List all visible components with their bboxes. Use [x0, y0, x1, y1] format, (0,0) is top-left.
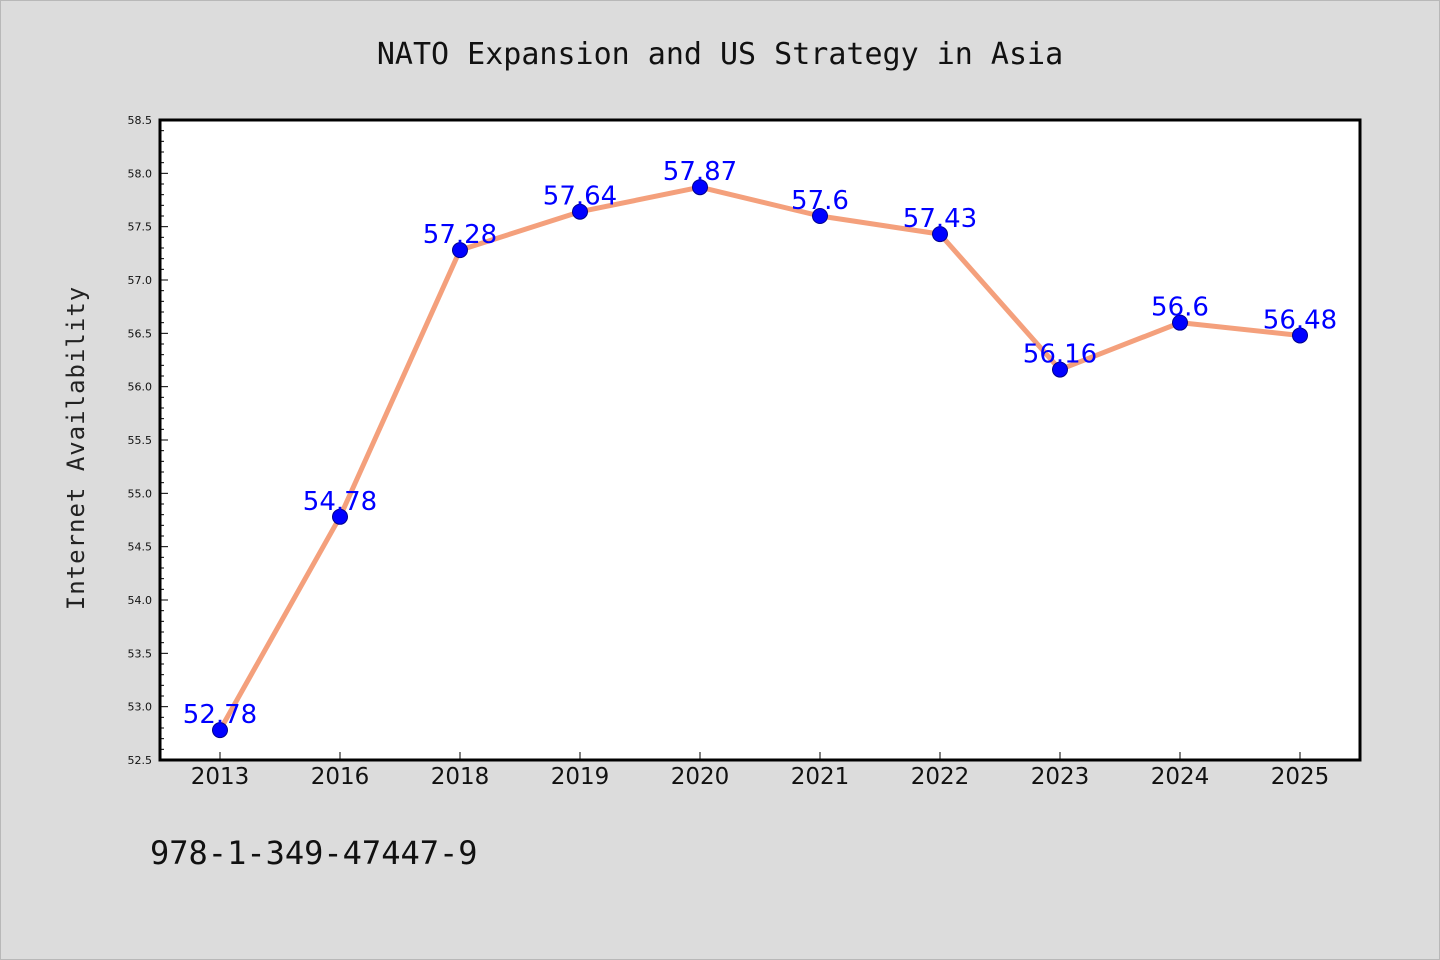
data-point: [812, 208, 828, 224]
data-label: 57.64: [543, 182, 617, 212]
data-point: [692, 179, 708, 196]
data-point: [572, 203, 588, 220]
y-tick-label: 58.0: [128, 167, 153, 180]
x-tick-label: 2023: [1031, 764, 1090, 790]
x-tick-label: 2018: [431, 764, 490, 790]
y-tick-label: 56.0: [128, 381, 153, 394]
data-label: 57.6: [791, 186, 849, 216]
data-point: [332, 508, 348, 525]
x-tick-label: 2025: [1271, 764, 1330, 790]
x-tick-label: 2024: [1151, 764, 1210, 790]
data-point: [452, 242, 468, 259]
plot-area: [158, 118, 1362, 762]
y-tick-label: 58.5: [128, 114, 153, 127]
y-tick-label: 56.5: [128, 327, 153, 340]
chart-title: NATO Expansion and US Strategy in Asia: [377, 37, 1063, 72]
series-line: [217, 184, 1303, 733]
data-label: 57.43: [903, 204, 977, 234]
x-tick-label: 2022: [911, 764, 970, 790]
isbn-footer: 978-1-349-47447-9: [150, 834, 478, 872]
y-tick-label: 57.5: [128, 221, 153, 234]
y-tick-label: 54.5: [128, 541, 153, 554]
y-tick-label: 53.0: [128, 701, 153, 714]
data-label: 54.78: [303, 487, 377, 517]
data-label: 56.6: [1151, 293, 1209, 323]
y-axis-label: Internet Availability: [62, 286, 90, 610]
data-point: [212, 722, 228, 739]
x-tick-label: 2020: [671, 764, 730, 790]
data-label: 56.16: [1023, 340, 1097, 370]
y-tick-label: 55.5: [128, 434, 153, 447]
x-tick-label: 2019: [551, 764, 610, 790]
x-tick-label: 2016: [311, 764, 370, 790]
y-tick-label: 52.5: [128, 754, 153, 767]
data-point: [1052, 361, 1068, 378]
x-tick-label: 2013: [191, 764, 250, 790]
data-point: [1172, 314, 1188, 331]
series-line-group: [217, 184, 1303, 733]
data-label: 52.78: [183, 700, 257, 730]
data-label: 56.48: [1263, 305, 1337, 335]
markers-group: [212, 179, 1308, 739]
x-tick-label: 2021: [791, 764, 850, 790]
data-point: [1292, 327, 1308, 344]
data-labels-group: 52.78 54.78 57.28 57.64 57.87 57.6 57.43 56.16 5…: [183, 157, 1337, 730]
y-tick-label: 57.0: [128, 274, 153, 287]
y-axis: 52.5 53.0 53.5 54.0 54.5 55.0 55.5 56.0 56.5 57.0…: [128, 114, 168, 767]
data-point: [932, 226, 948, 243]
data-label: 57.87: [663, 157, 737, 187]
data-label: 57.28: [423, 220, 497, 250]
x-axis: 2013 2016 2018 2019 2020 2021 2022 2023 2024 2025: [191, 752, 1330, 790]
y-tick-label: 53.5: [128, 647, 153, 660]
y-tick-label: 55.0: [128, 487, 153, 500]
y-tick-label: 54.0: [128, 594, 153, 607]
